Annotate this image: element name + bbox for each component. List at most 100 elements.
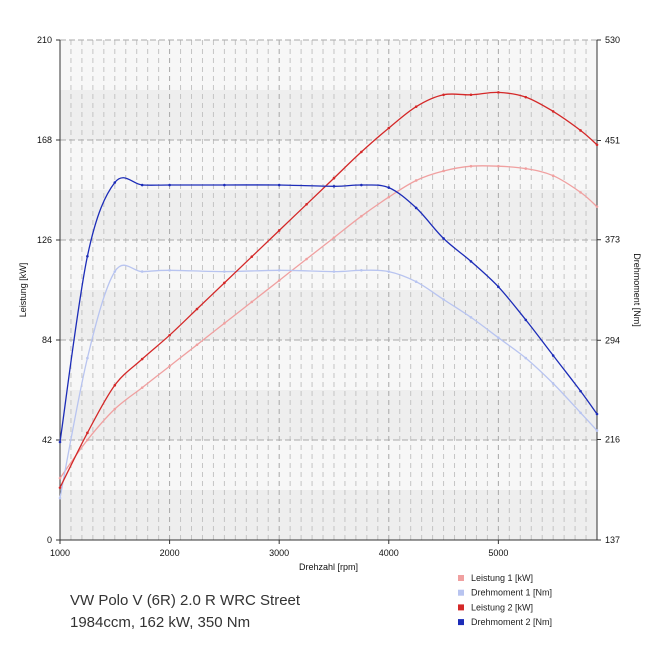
x-axis-label: Drehzahl [rpm] <box>299 562 358 572</box>
data-point-leistung-1-kw <box>332 236 336 239</box>
data-point-drehmoment-1-nm <box>223 270 226 273</box>
plot-band <box>60 390 597 440</box>
data-point-drehmoment-2-nm <box>595 412 599 416</box>
legend-entry: Leistung 1 [kW] <box>471 573 533 583</box>
data-point-leistung-2-kw <box>223 281 226 285</box>
data-point-leistung-2-kw <box>387 126 391 130</box>
y-left-tick-label: 84 <box>42 335 52 345</box>
data-point-drehmoment-1-nm <box>579 411 582 415</box>
legend-swatch <box>458 575 464 581</box>
data-point-drehmoment-1-nm <box>277 268 281 272</box>
data-point-leistung-2-kw <box>86 431 89 435</box>
data-point-leistung-1-kw <box>497 164 500 168</box>
data-point-drehmoment-1-nm <box>524 356 528 360</box>
plot-band <box>60 190 597 240</box>
y-axis-label-right: Drehmoment [Nm] <box>632 253 642 327</box>
data-point-leistung-2-kw <box>277 229 281 232</box>
data-point-drehmoment-1-nm <box>58 496 62 500</box>
data-point-drehmoment-1-nm <box>140 270 144 273</box>
data-point-drehmoment-1-nm <box>469 316 473 319</box>
data-point-drehmoment-2-nm <box>360 183 363 187</box>
data-point-leistung-1-kw <box>551 174 555 178</box>
y-left-tick-label: 210 <box>37 35 52 45</box>
data-point-drehmoment-2-nm <box>442 237 445 240</box>
y-left-tick-label: 126 <box>37 235 52 245</box>
y-right-tick-label: 294 <box>605 335 620 345</box>
data-point-leistung-1-kw <box>86 438 89 442</box>
data-point-leistung-1-kw <box>524 167 528 170</box>
data-point-drehmoment-1-nm <box>595 429 599 432</box>
data-point-leistung-2-kw <box>250 255 254 258</box>
x-tick-label: 1000 <box>50 548 70 558</box>
y-left-tick-label: 168 <box>37 135 52 145</box>
y-right-tick-label: 451 <box>605 136 620 146</box>
data-point-leistung-1-kw <box>305 257 308 261</box>
data-point-drehmoment-1-nm <box>442 298 445 301</box>
data-point-leistung-1-kw <box>579 191 582 194</box>
data-point-leistung-1-kw <box>360 214 363 218</box>
legend-entry: Leistung 2 [kW] <box>471 602 533 612</box>
data-point-leistung-2-kw <box>579 129 582 132</box>
chart-caption-subtitle: 1984ccm, 162 kW, 350 Nm <box>70 614 251 631</box>
legend-entry: Drehmoment 1 [Nm] <box>471 588 552 598</box>
data-point-drehmoment-2-nm <box>414 206 418 210</box>
data-point-leistung-1-kw <box>113 407 117 411</box>
data-point-leistung-1-kw <box>387 195 391 199</box>
data-point-leistung-1-kw <box>223 322 226 325</box>
x-tick-label: 3000 <box>269 548 289 558</box>
data-point-drehmoment-1-nm <box>387 270 391 273</box>
plot-band <box>60 140 597 190</box>
data-point-drehmoment-2-nm <box>469 260 473 263</box>
data-point-leistung-2-kw <box>595 143 599 147</box>
data-point-leistung-1-kw <box>168 364 171 368</box>
y-right-tick-label: 530 <box>605 35 620 45</box>
data-point-leistung-2-kw <box>551 110 555 113</box>
y-right-tick-label: 216 <box>605 434 620 444</box>
data-point-drehmoment-2-nm <box>497 285 500 289</box>
plot-band <box>60 490 597 540</box>
data-point-leistung-1-kw <box>277 279 281 282</box>
data-point-drehmoment-1-nm <box>551 382 555 385</box>
data-point-leistung-2-kw <box>140 357 144 361</box>
data-point-drehmoment-2-nm <box>113 181 117 184</box>
data-point-leistung-2-kw <box>168 333 171 337</box>
legend-swatch <box>458 589 464 596</box>
data-point-drehmoment-2-nm <box>223 183 226 187</box>
data-point-drehmoment-2-nm <box>524 318 528 322</box>
data-point-leistung-1-kw <box>442 169 445 173</box>
data-point-drehmoment-1-nm <box>332 270 336 273</box>
data-point-leistung-2-kw <box>113 383 117 387</box>
data-point-drehmoment-2-nm <box>140 183 144 187</box>
plot-band <box>60 90 597 140</box>
data-point-leistung-2-kw <box>524 95 528 99</box>
data-point-leistung-1-kw <box>58 476 62 480</box>
y-axis-label-left: Leistung [kW] <box>18 263 28 318</box>
data-point-leistung-2-kw <box>360 150 363 154</box>
data-point-leistung-1-kw <box>469 164 473 168</box>
data-point-drehmoment-2-nm <box>579 389 582 393</box>
y-right-tick-label: 137 <box>605 535 620 545</box>
data-point-drehmoment-1-nm <box>414 280 418 284</box>
data-point-leistung-1-kw <box>250 300 254 304</box>
plot-band <box>60 40 597 90</box>
data-point-drehmoment-1-nm <box>497 336 500 340</box>
data-point-leistung-1-kw <box>195 343 199 347</box>
data-point-drehmoment-2-nm <box>277 183 281 187</box>
data-point-leistung-2-kw <box>414 105 418 108</box>
data-point-drehmoment-1-nm <box>360 268 363 272</box>
chart-caption-title: VW Polo V (6R) 2.0 R WRC Street <box>70 592 301 609</box>
data-point-drehmoment-2-nm <box>551 354 555 357</box>
data-point-drehmoment-2-nm <box>58 440 62 444</box>
plot-band <box>60 240 597 290</box>
data-point-drehmoment-2-nm <box>332 185 336 188</box>
legend-swatch <box>458 604 464 611</box>
y-left-tick-label: 0 <box>47 535 52 545</box>
data-point-leistung-2-kw <box>442 93 445 97</box>
y-right-tick-label: 373 <box>605 235 620 245</box>
data-point-drehmoment-2-nm <box>387 186 391 189</box>
data-point-drehmoment-1-nm <box>168 268 171 272</box>
x-tick-label: 2000 <box>160 548 180 558</box>
data-point-leistung-2-kw <box>497 91 500 94</box>
